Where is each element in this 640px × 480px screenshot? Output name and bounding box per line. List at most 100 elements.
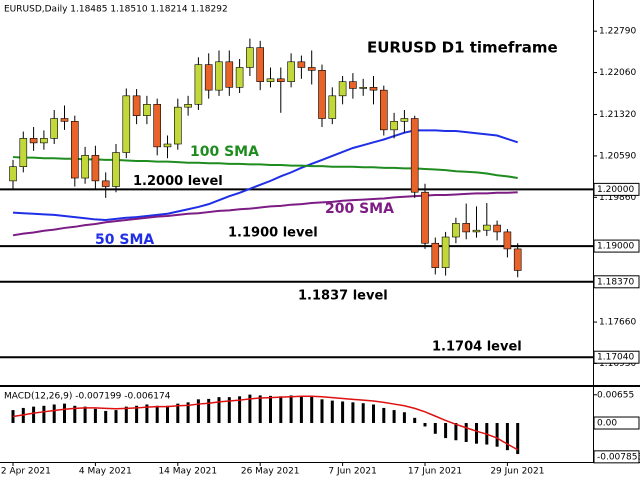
macd-bar bbox=[444, 423, 448, 439]
candle-body bbox=[266, 78, 275, 82]
x-tick-label: 22 Apr 2021 bbox=[0, 467, 51, 477]
level-axis-label: 1.18370 bbox=[597, 277, 634, 287]
candle-body bbox=[9, 166, 17, 182]
macd-label: MACD(12,26,9) -0.007199 -0.006174 bbox=[4, 392, 171, 402]
candle-body bbox=[256, 47, 265, 82]
macd-bar bbox=[135, 405, 139, 424]
chart-title: EURUSD D1 timeframe bbox=[367, 39, 558, 57]
macd-bar bbox=[413, 417, 417, 424]
x-tick-label: 26 May 2021 bbox=[241, 467, 300, 477]
y-tick-label: 1.22790 bbox=[599, 27, 636, 37]
macd-bar bbox=[52, 404, 56, 424]
candle-body bbox=[369, 87, 378, 91]
y-tick-label: 1.22060 bbox=[599, 68, 636, 78]
candle-body bbox=[184, 104, 192, 108]
candle-body bbox=[441, 236, 450, 268]
candle-body bbox=[379, 89, 388, 131]
macd-bar bbox=[382, 407, 386, 424]
candle-body bbox=[235, 67, 244, 88]
macd-bar bbox=[269, 395, 272, 424]
candle-body bbox=[400, 118, 409, 122]
candle-body bbox=[101, 180, 110, 187]
x-tick-label: 7 Jun 2021 bbox=[328, 467, 376, 477]
macd-bar bbox=[505, 423, 509, 451]
candle-body bbox=[194, 64, 203, 105]
macd-bar bbox=[176, 403, 180, 424]
macd-bar bbox=[42, 405, 46, 424]
candle-body bbox=[349, 81, 357, 89]
level-label: 1.1837 level bbox=[298, 288, 388, 303]
macd-bar bbox=[83, 406, 87, 424]
candle-body bbox=[19, 138, 28, 168]
candle-body bbox=[513, 248, 522, 271]
candle-body bbox=[421, 191, 429, 244]
macd-bar bbox=[320, 399, 324, 424]
x-tick-label: 17 Jun 2021 bbox=[408, 467, 462, 477]
macd-bar bbox=[207, 398, 211, 424]
macd-bar bbox=[11, 410, 15, 424]
macd-bar bbox=[186, 402, 190, 424]
macd-bar bbox=[155, 405, 159, 424]
candle-body bbox=[153, 104, 161, 148]
macd-bar bbox=[227, 397, 231, 424]
macd-bar bbox=[454, 423, 458, 441]
macd-bar bbox=[464, 423, 468, 442]
macd-bar bbox=[351, 402, 355, 424]
candle-body bbox=[163, 143, 172, 148]
macd-bar bbox=[310, 396, 314, 424]
candle-body bbox=[462, 223, 471, 233]
macd-bar bbox=[238, 396, 242, 424]
candle-body bbox=[493, 224, 501, 233]
macd-bar bbox=[73, 405, 77, 424]
level-axis-box bbox=[593, 350, 640, 364]
candle-body bbox=[81, 155, 89, 179]
signal-line bbox=[12, 395, 519, 451]
y-tick-label: 0.00 bbox=[597, 419, 617, 429]
candle-body bbox=[50, 118, 59, 139]
macd-bar bbox=[402, 412, 406, 424]
macd-bar bbox=[495, 423, 499, 447]
level-axis-label: 1.19000 bbox=[597, 242, 634, 252]
candle-body bbox=[91, 155, 100, 182]
macd-bar bbox=[372, 404, 375, 424]
y-tick-label: 1.21320 bbox=[599, 110, 636, 120]
candle-body bbox=[112, 152, 120, 187]
macd-bar bbox=[330, 400, 334, 424]
candle-body bbox=[452, 223, 460, 238]
candle-body bbox=[29, 138, 38, 144]
x-tick-label: 14 May 2021 bbox=[158, 467, 217, 477]
level-axis-label: 1.20000 bbox=[597, 185, 634, 195]
y-tick-box bbox=[593, 416, 640, 430]
y-tick-label: 1.19860 bbox=[599, 193, 636, 203]
macd-bar bbox=[104, 410, 108, 424]
macd-bar bbox=[289, 395, 293, 424]
macd-bar bbox=[217, 397, 221, 424]
candle-body bbox=[174, 106, 182, 145]
sma-line bbox=[12, 129, 519, 222]
candle-body bbox=[338, 81, 347, 97]
y-tick-label: 1.20590 bbox=[599, 151, 636, 161]
candle-body bbox=[246, 47, 254, 68]
candle-body bbox=[503, 231, 512, 250]
level-axis-box bbox=[593, 239, 640, 253]
macd-bar bbox=[166, 405, 169, 424]
candle-body bbox=[40, 138, 48, 144]
candle-body bbox=[60, 118, 69, 122]
macd-bar bbox=[32, 406, 36, 424]
candle-body bbox=[225, 61, 234, 88]
macd-bar bbox=[145, 404, 149, 424]
level-label: 1.1900 level bbox=[228, 226, 318, 241]
macd-bar bbox=[299, 395, 303, 424]
x-tick-label: 4 May 2021 bbox=[79, 467, 132, 477]
candle-body bbox=[215, 61, 223, 91]
level-axis-box bbox=[593, 275, 640, 289]
level-axis-label: 1.17040 bbox=[597, 353, 634, 363]
sma-label: 200 SMA bbox=[325, 201, 394, 217]
candle-body bbox=[132, 95, 141, 116]
chart-header: EURUSD,Daily 1.18485 1.18510 1.18214 1.1… bbox=[4, 5, 228, 15]
candle-body bbox=[297, 61, 306, 68]
macd-bar bbox=[341, 401, 345, 424]
macd-bar bbox=[475, 423, 478, 444]
sma-label: 100 SMA bbox=[190, 144, 259, 160]
